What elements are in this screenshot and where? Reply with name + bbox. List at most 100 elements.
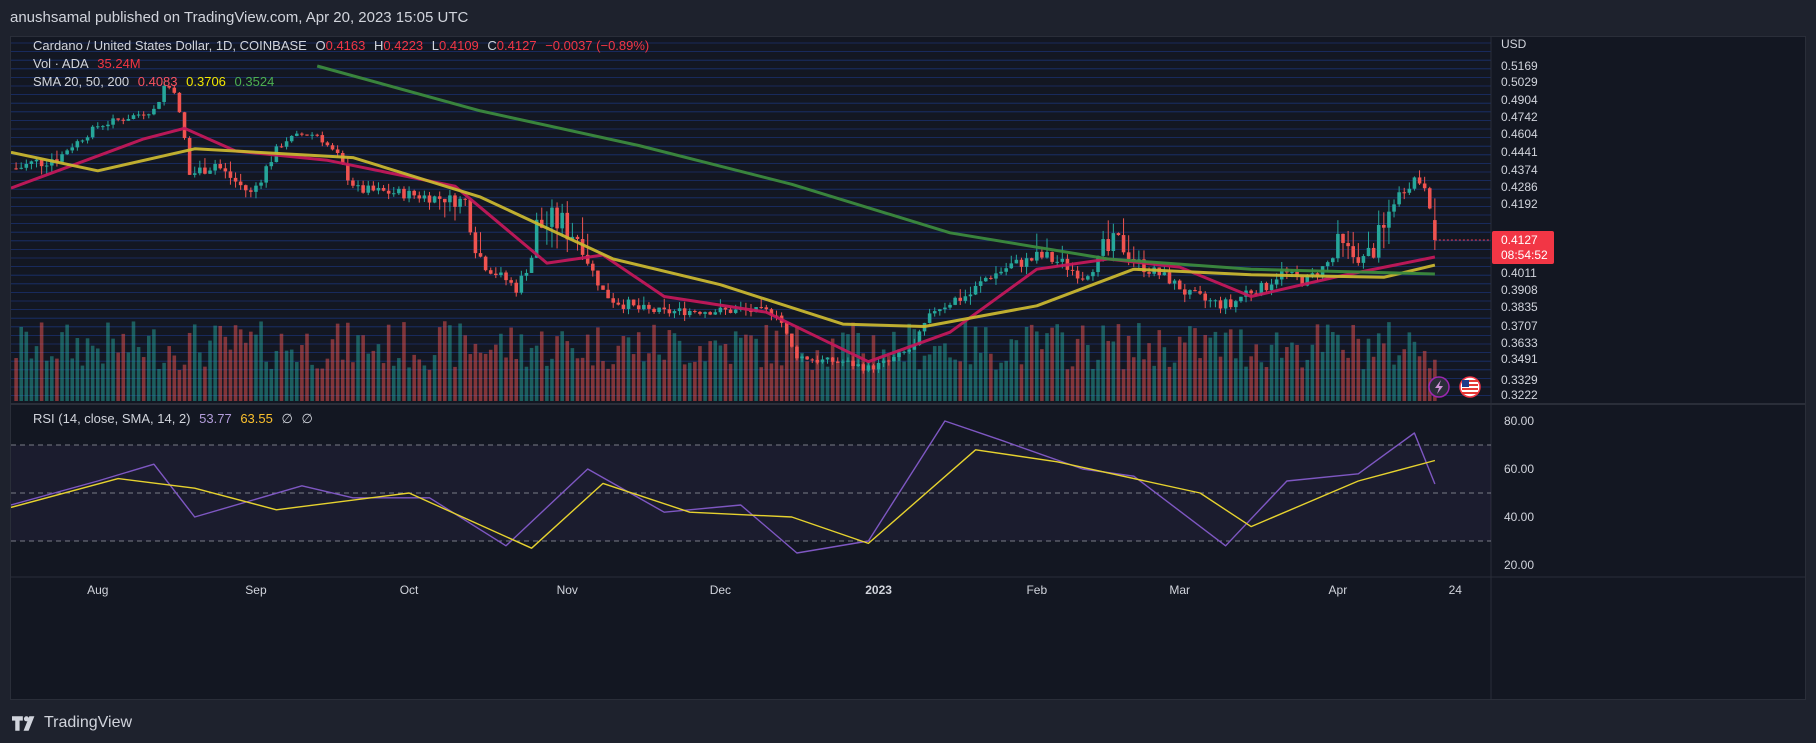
us-flag-canton (1462, 380, 1469, 387)
candle-body (1040, 251, 1044, 258)
candle-body (1167, 272, 1172, 284)
price-axis-label: 0.4604 (1501, 127, 1538, 141)
volume-bar (192, 324, 197, 401)
candle-body (233, 177, 238, 182)
volume-bar (1382, 343, 1386, 401)
volume-bar (1024, 326, 1029, 401)
candle-body (346, 164, 350, 181)
volume-bar (1392, 364, 1396, 401)
volume-bar (422, 365, 427, 401)
candle-body (815, 359, 820, 363)
candle-body (300, 133, 304, 135)
legend-close-value: 0.4127 (496, 38, 537, 53)
volume-bar (1050, 327, 1054, 401)
candle-body (1234, 301, 1238, 308)
candle-body (820, 359, 825, 363)
volume-bar (494, 344, 498, 401)
candle-body (575, 236, 580, 240)
price-axis-label: 0.4441 (1501, 145, 1538, 159)
volume-bar (60, 332, 64, 401)
volume-bar (223, 336, 228, 401)
candle-body (1198, 291, 1202, 294)
candle-body (1392, 204, 1396, 212)
volume-bar (386, 324, 391, 401)
candle-body (912, 345, 917, 350)
volume-bar (55, 358, 59, 401)
candle-body (983, 277, 988, 282)
rsi-axis-label: 20.00 (1504, 558, 1534, 572)
volume-bar (432, 355, 437, 401)
candle-body (279, 146, 284, 148)
volume-bar (330, 339, 335, 401)
volume-bar (846, 334, 850, 401)
volume-bar (1111, 341, 1116, 401)
chart-frame[interactable]: 0.5169 0.5029 0.4904 0.4742 0.4604 0.4441 0.43… (10, 36, 1806, 700)
candle-body (1004, 268, 1008, 272)
volume-bar (917, 369, 922, 401)
candle-body (1305, 274, 1310, 286)
candle-body (14, 168, 18, 170)
candle-body (784, 322, 789, 334)
volume-bar (963, 321, 968, 401)
tradingview-brand[interactable]: TradingView (12, 714, 132, 732)
volume-bar (733, 331, 738, 401)
legend-high-label: H (374, 38, 384, 53)
volume-bar (371, 350, 376, 401)
candle-body (1361, 256, 1366, 263)
legend-low-label: L (431, 38, 440, 53)
volume-bar (611, 364, 615, 401)
volume-bar (703, 361, 707, 401)
volume-bar (157, 368, 161, 401)
volume-bar (983, 327, 988, 401)
candle-body (994, 273, 998, 279)
volume-bar (739, 337, 743, 401)
volume-bar (626, 337, 631, 401)
time-axis-label: Apr (1329, 583, 1348, 597)
candle-body (861, 364, 866, 371)
legend-symbol[interactable]: Cardano / United States Dollar, 1D, COIN… (33, 38, 307, 53)
volume-bar (1331, 332, 1335, 401)
volume-bar (233, 325, 238, 401)
volume-bar (443, 321, 447, 401)
candle-body (672, 311, 677, 314)
candle-body (1029, 258, 1034, 261)
volume-bar (70, 358, 75, 401)
candle-body (101, 126, 105, 128)
volume-bar (1121, 369, 1126, 401)
time-axis-label: 2023 (865, 583, 892, 597)
candle-body (1142, 259, 1146, 273)
volume-bar (815, 350, 820, 401)
legend-sma-label[interactable]: SMA 20, 50, 200 (33, 74, 130, 89)
candle-body (978, 281, 983, 286)
volume-bar (126, 352, 131, 401)
volume-bar (534, 345, 539, 401)
volume-bar (647, 353, 651, 401)
candle-body (723, 307, 728, 310)
volume-bar (1019, 364, 1024, 401)
candle-body (1310, 273, 1315, 275)
volume-bar (407, 367, 411, 401)
publisher-bar: anushsamal published on TradingView.com,… (0, 0, 1816, 36)
price-chart[interactable]: 0.5169 0.5029 0.4904 0.4742 0.4604 0.4441 0.43… (11, 37, 1805, 699)
legend-volume-label[interactable]: Vol · ADA (33, 56, 89, 71)
candle-body (106, 124, 110, 127)
volume-bar (922, 355, 927, 401)
volume-bar (687, 362, 692, 401)
legend-rsi-label[interactable]: RSI (14, close, SMA, 14, 2) (33, 411, 191, 426)
volume-bar (458, 323, 462, 401)
volume-bar (448, 325, 452, 401)
candle-body (1162, 272, 1167, 276)
candle-body (1014, 259, 1019, 264)
volume-bar (279, 333, 284, 401)
volume-bar (162, 362, 166, 401)
candle-body (1193, 290, 1197, 292)
candle-body (269, 162, 274, 167)
volume-bar (65, 324, 69, 401)
candle-body (1382, 224, 1386, 228)
candle-body (111, 118, 115, 125)
legend-open-value: 0.4163 (325, 38, 366, 53)
price-axis-label: 0.4011 (1501, 266, 1537, 280)
volume-bar (575, 358, 580, 401)
candle-body (422, 195, 427, 199)
volume-bar (1412, 341, 1417, 401)
